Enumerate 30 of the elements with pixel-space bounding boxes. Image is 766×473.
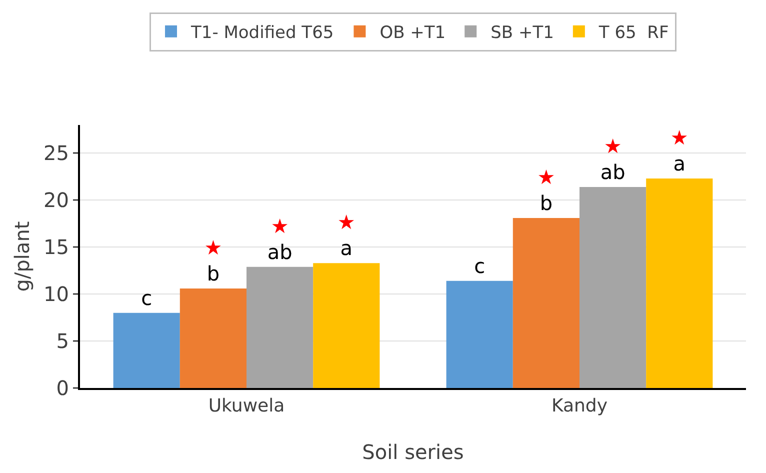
data-label: ★ b xyxy=(204,235,222,286)
y-tick-label: 20 xyxy=(44,188,69,212)
bar xyxy=(246,266,314,388)
data-label: c xyxy=(474,254,486,278)
legend-label: T 65 RF xyxy=(598,23,669,44)
data-label: ★ ab xyxy=(600,134,626,184)
data-label: ★ ab xyxy=(267,214,292,264)
y-tick-label: 15 xyxy=(44,235,69,260)
legend-label: OB +T1 xyxy=(380,23,446,44)
bar xyxy=(446,280,513,388)
bar xyxy=(646,178,713,388)
bar xyxy=(512,218,580,388)
y-tick-label: 25 xyxy=(44,141,69,166)
data-label: ★ b xyxy=(537,164,556,215)
y-tick-label: 0 xyxy=(56,376,69,400)
y-tick-label: 10 xyxy=(44,282,69,306)
legend-label: SB +T1 xyxy=(490,23,554,44)
data-label: ★ a xyxy=(670,126,688,176)
x-tick-label: Kandy xyxy=(551,396,608,417)
y-tick-label: 5 xyxy=(56,329,69,354)
data-label: c xyxy=(141,286,152,310)
y-axis-title: g/plant xyxy=(10,221,34,292)
x-axis-title: Soil series xyxy=(362,440,464,464)
bar xyxy=(580,186,646,388)
bar xyxy=(180,288,246,388)
data-label: ★ a xyxy=(337,210,356,260)
bar xyxy=(313,263,380,388)
legend-label: T1- Modified T65 xyxy=(190,23,334,44)
bar xyxy=(113,312,180,388)
x-tick-label: Ukuwela xyxy=(208,396,285,417)
